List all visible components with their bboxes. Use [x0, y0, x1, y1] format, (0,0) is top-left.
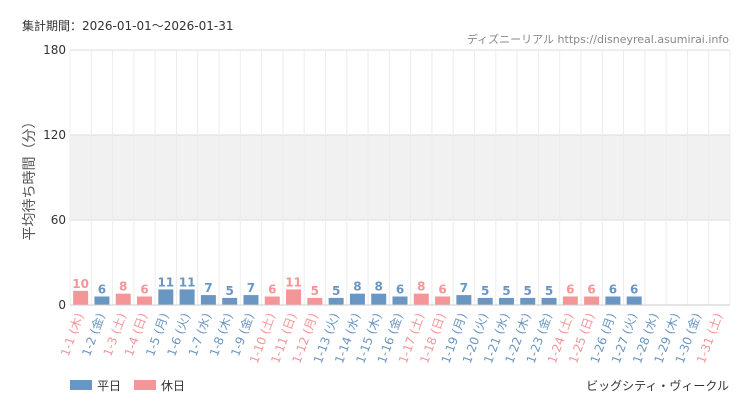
- bar: [264, 296, 280, 305]
- y-tick-label: 180: [43, 43, 66, 57]
- shaded-band: [70, 135, 730, 220]
- bar-value-label: 11: [179, 275, 196, 289]
- bar-value-label: 11: [285, 275, 302, 289]
- bar-value-label: 6: [396, 283, 404, 297]
- bar: [328, 297, 344, 305]
- bar: [371, 293, 387, 305]
- bar: [200, 295, 216, 305]
- category-labels: 1-1 (木)1-2 (金)1-3 (土)1-4 (日)1-5 (月)1-6 (…: [58, 311, 725, 365]
- bar: [137, 296, 153, 305]
- bar-value-label: 6: [98, 283, 106, 297]
- y-axis-ticks: 0 60 120 180: [43, 43, 66, 312]
- bar: [435, 296, 451, 305]
- bar-value-label: 5: [502, 284, 510, 298]
- bar: [541, 297, 557, 305]
- bar-value-label: 5: [481, 284, 489, 298]
- bar-value-label: 7: [460, 281, 468, 295]
- bar-value-label: 5: [545, 284, 553, 298]
- grid-lines: [69, 49, 731, 306]
- y-tick-label: 120: [43, 128, 66, 142]
- bar-value-label: 5: [524, 284, 532, 298]
- source-text: ディズニーリアル https://disneyreal.asumirai.inf…: [467, 32, 729, 46]
- bar: [413, 293, 429, 305]
- bar-value-label: 8: [119, 280, 127, 294]
- bar: [179, 289, 195, 305]
- bar-value-label: 8: [353, 280, 361, 294]
- bar-value-label: 6: [587, 283, 595, 297]
- legend-label-holiday: 休日: [161, 379, 185, 393]
- bar: [498, 297, 514, 305]
- bar-value-label: 11: [157, 275, 174, 289]
- bar: [349, 293, 365, 305]
- bar-value-label: 5: [225, 284, 233, 298]
- bar-value-label: 10: [72, 277, 89, 291]
- y-tick-label: 0: [58, 298, 66, 312]
- y-axis-label: 平均待ち時間（分）: [22, 115, 38, 241]
- bar: [307, 297, 323, 305]
- bar: [456, 295, 472, 305]
- bar: [222, 297, 238, 305]
- bar: [73, 290, 89, 305]
- period-text: 集計期間：2026-01-01〜2026-01-31: [22, 18, 233, 33]
- bar: [158, 289, 174, 305]
- legend-swatch-weekday: [70, 380, 92, 390]
- bar: [605, 296, 621, 305]
- bar-value-label: 8: [375, 280, 383, 294]
- bar: [626, 296, 642, 305]
- bars: [73, 289, 642, 305]
- bar: [477, 297, 493, 305]
- bar-value-label: 6: [630, 283, 638, 297]
- facility-name: ビッグシティ・ヴィークル: [586, 378, 729, 393]
- bar-value-label: 6: [140, 283, 148, 297]
- bar: [286, 289, 302, 305]
- bar-value-label: 6: [566, 283, 574, 297]
- y-tick-label: 60: [51, 213, 66, 227]
- bar-value-label: 6: [268, 283, 276, 297]
- bar-value-label: 6: [609, 283, 617, 297]
- legend: 平日 休日: [70, 379, 185, 393]
- bar-value-label: 5: [311, 284, 319, 298]
- bar-value-label: 7: [247, 281, 255, 295]
- bar: [243, 295, 259, 305]
- bar: [584, 296, 600, 305]
- bar: [562, 296, 578, 305]
- legend-swatch-holiday: [134, 380, 156, 390]
- bar: [520, 297, 536, 305]
- bar-value-label: 5: [332, 284, 340, 298]
- bar-value-label: 6: [438, 283, 446, 297]
- bar-value-label: 8: [417, 280, 425, 294]
- bar: [392, 296, 408, 305]
- bar: [94, 296, 110, 305]
- legend-label-weekday: 平日: [97, 379, 121, 393]
- bar-value-label: 7: [204, 281, 212, 295]
- bar: [115, 293, 131, 305]
